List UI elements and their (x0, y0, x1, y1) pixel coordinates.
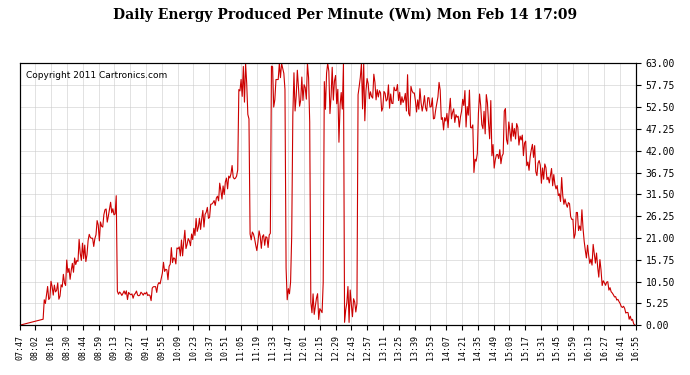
Text: Daily Energy Produced Per Minute (Wm) Mon Feb 14 17:09: Daily Energy Produced Per Minute (Wm) Mo… (113, 8, 577, 22)
Text: Copyright 2011 Cartronics.com: Copyright 2011 Cartronics.com (26, 71, 167, 80)
